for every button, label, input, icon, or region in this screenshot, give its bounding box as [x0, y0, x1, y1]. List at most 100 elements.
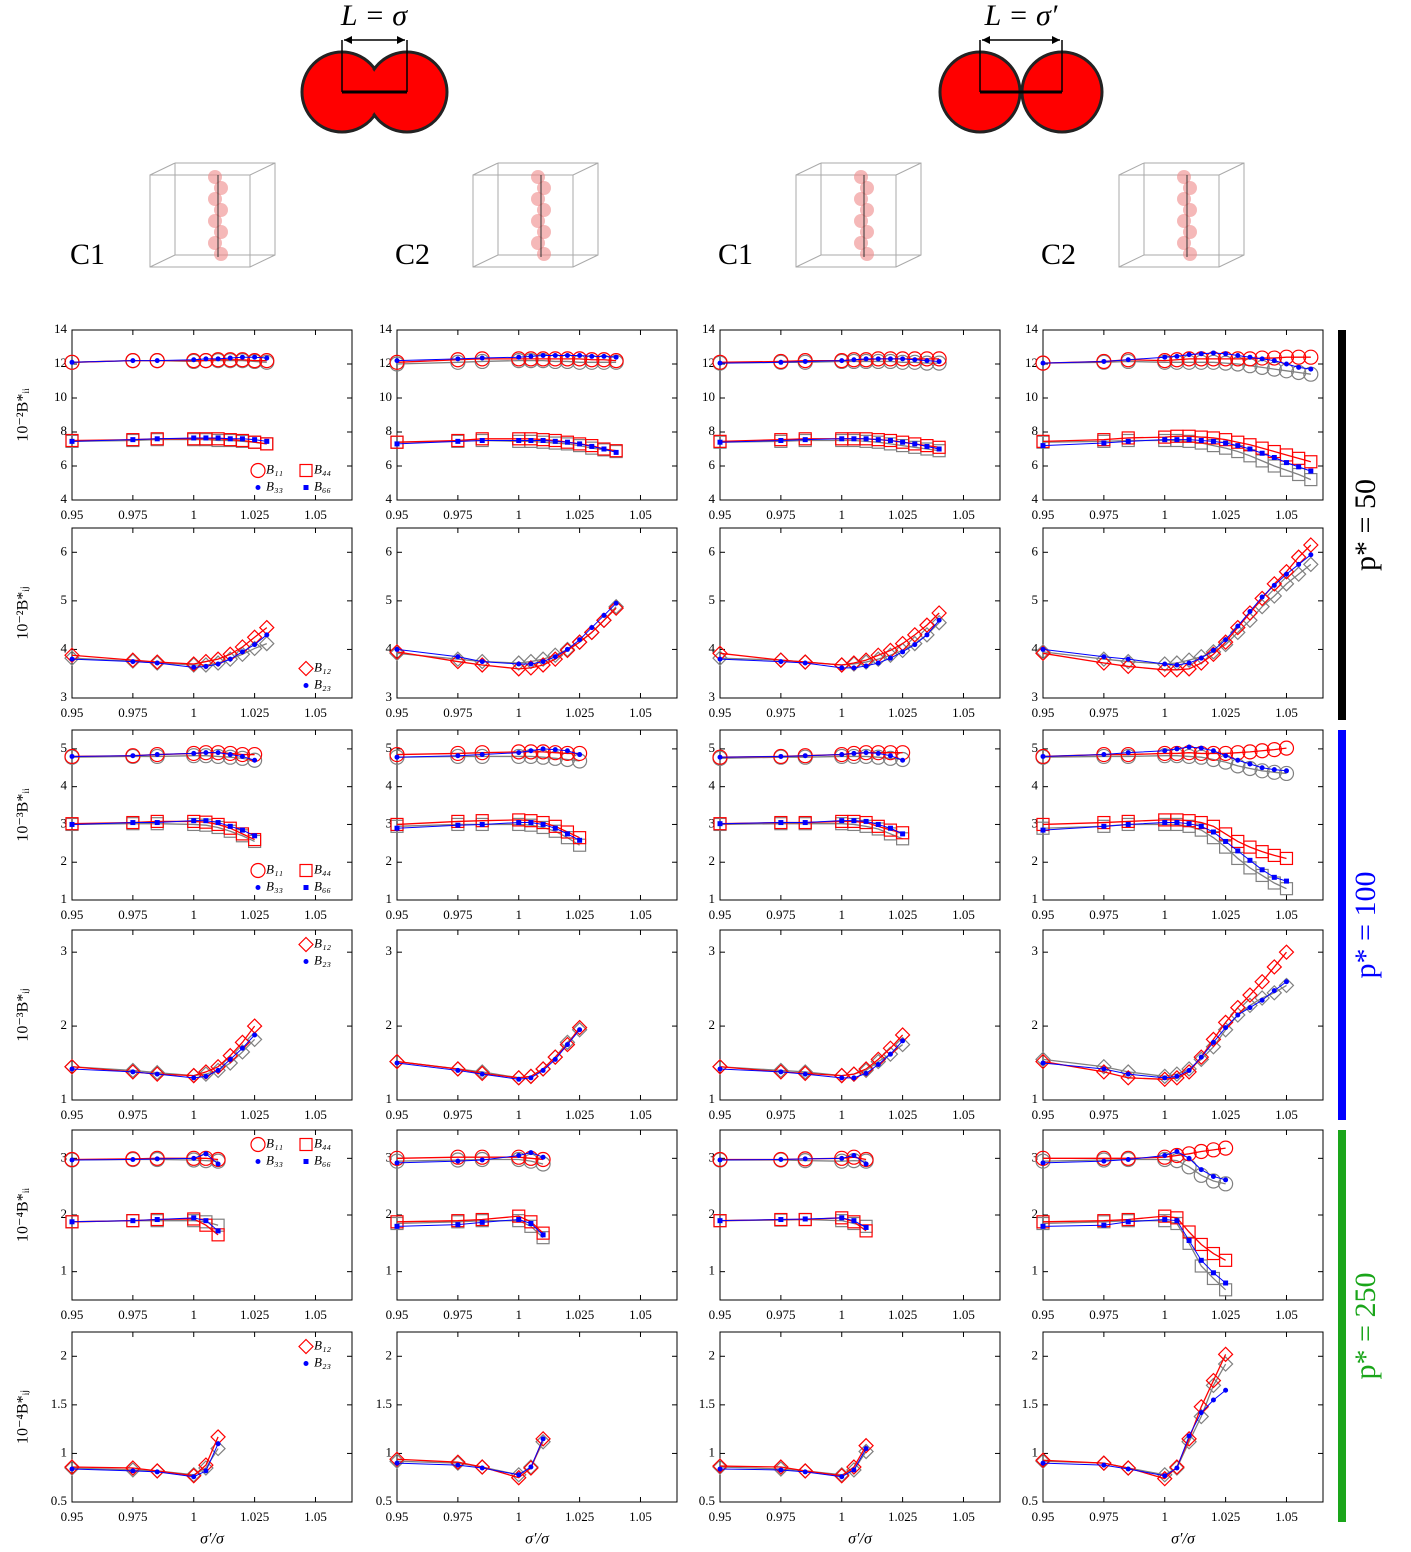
x-tick-label: 0.95 — [61, 507, 84, 522]
marker — [718, 821, 723, 826]
x-tick-label: 1.025 — [888, 1107, 917, 1122]
legend-label: B₄₄ — [314, 861, 331, 876]
marker — [528, 354, 533, 359]
x-tick-label: 0.975 — [443, 705, 472, 720]
marker — [864, 1071, 869, 1076]
marker — [601, 447, 606, 452]
marker — [876, 356, 881, 361]
marker — [888, 356, 893, 361]
y-tick-label: 3 — [386, 689, 393, 704]
x-tick-label: 1 — [190, 1107, 197, 1122]
y-tick-label: 4 — [709, 491, 716, 506]
cube-icon — [1119, 163, 1244, 267]
y-tick-label: 3 — [709, 943, 716, 958]
marker — [577, 838, 582, 843]
marker — [1101, 1159, 1106, 1164]
marker — [1247, 355, 1252, 360]
marker — [395, 441, 400, 446]
marker — [130, 437, 135, 442]
plot-frame — [720, 528, 1000, 698]
y-tick-label: 0.5 — [1022, 1493, 1038, 1508]
marker — [614, 601, 619, 606]
marker — [1223, 1177, 1228, 1182]
marker — [240, 355, 245, 360]
marker — [528, 662, 533, 667]
marker — [541, 746, 546, 751]
marker — [553, 747, 558, 752]
marker — [803, 661, 808, 666]
marker — [718, 1466, 723, 1471]
x-axis-label: σ′/σ — [200, 1531, 225, 1548]
y-tick-label: 0.5 — [51, 1493, 67, 1508]
marker — [1199, 351, 1204, 356]
marker — [1247, 1005, 1252, 1010]
x-tick-label: 0.975 — [118, 507, 147, 522]
marker — [304, 959, 309, 964]
marker — [264, 356, 269, 361]
marker — [191, 751, 196, 756]
panel: 0.950.97511.0251.05123 — [386, 930, 678, 1122]
marker — [1101, 359, 1106, 364]
marker — [1162, 820, 1167, 825]
x-tick-label: 1.05 — [952, 907, 975, 922]
marker — [778, 1157, 783, 1162]
x-tick-label: 0.95 — [386, 705, 409, 720]
y-tick-label: 4 — [1032, 491, 1039, 506]
y-tick-label: 0.5 — [699, 1493, 715, 1508]
x-tick-label: 0.95 — [709, 705, 732, 720]
marker — [1211, 439, 1216, 444]
marker — [191, 357, 196, 362]
x-tick-label: 0.975 — [766, 705, 795, 720]
marker — [601, 613, 606, 618]
y-tick-label: 1 — [61, 891, 68, 906]
marker — [216, 1228, 221, 1233]
panel: 0.950.97511.0251.051234510⁻³B*ᵢᵢB₁₁B₄₄B₃… — [15, 730, 352, 922]
x-tick-label: 0.95 — [61, 1307, 84, 1322]
y-tick-label: 3 — [1032, 943, 1039, 958]
marker — [541, 659, 546, 664]
plot-frame — [397, 528, 677, 698]
y-tick-label: 1 — [61, 1444, 68, 1459]
y-tick-label: 3 — [709, 689, 716, 704]
marker — [718, 657, 723, 662]
x-tick-label: 1 — [1161, 705, 1168, 720]
y-tick-label: 5 — [709, 592, 716, 607]
y-tick-label: 1 — [386, 891, 393, 906]
panel: 0.950.97511.0251.050.511.52σ′/σ — [699, 1332, 1000, 1548]
marker — [70, 1158, 75, 1163]
plot-frame — [720, 1332, 1000, 1502]
marker — [1187, 1156, 1192, 1161]
marker — [1223, 1025, 1228, 1030]
legend-label: B₃₃ — [266, 478, 283, 493]
y-tick-label: 14 — [1025, 321, 1039, 336]
x-tick-label: 1 — [838, 1107, 845, 1122]
x-tick-label: 1 — [190, 1307, 197, 1322]
marker — [778, 360, 783, 365]
marker — [516, 1472, 521, 1477]
marker — [565, 1042, 570, 1047]
marker — [803, 359, 808, 364]
x-tick-label: 0.95 — [1032, 507, 1055, 522]
dimer-left: L = σ — [302, 0, 447, 132]
x-tick-label: 1.05 — [629, 1107, 652, 1122]
y-tick-label: 1.5 — [376, 1396, 392, 1411]
marker — [216, 356, 221, 361]
y-tick-label: 2 — [709, 1017, 716, 1032]
marker — [839, 358, 844, 363]
x-tick-label: 1.05 — [629, 1307, 652, 1322]
x-tick-label: 1.025 — [240, 705, 269, 720]
y-axis-label: 10⁻³B*ᵢᵢ — [15, 788, 32, 842]
marker — [1162, 1153, 1167, 1158]
marker — [1199, 1167, 1204, 1172]
pressure-label: p* = 50 — [1349, 479, 1382, 571]
marker — [839, 1156, 844, 1161]
x-tick-label: 1 — [1161, 1107, 1168, 1122]
marker — [1162, 355, 1167, 360]
marker — [876, 661, 881, 666]
marker — [395, 755, 400, 760]
marker — [480, 356, 485, 361]
legend-label: B₁₂ — [314, 1337, 331, 1352]
x-tick-label: 0.975 — [118, 907, 147, 922]
marker — [455, 753, 460, 758]
series-line — [1043, 952, 1286, 1079]
